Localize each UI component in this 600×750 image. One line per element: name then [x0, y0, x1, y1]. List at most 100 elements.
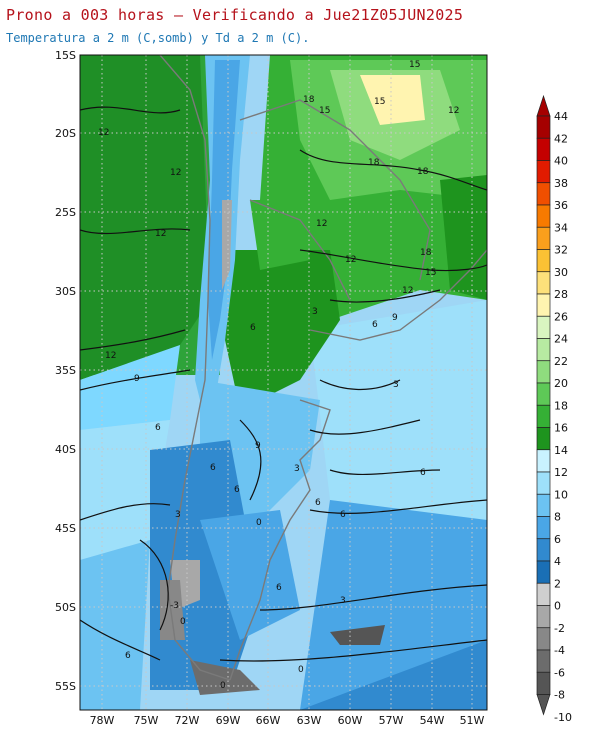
lat-label: 50S [55, 601, 76, 614]
lat-label: 35S [55, 364, 76, 377]
colorbar-swatch [536, 471, 551, 495]
lat-label: 40S [55, 443, 76, 456]
colorbar-label: 24 [554, 333, 568, 346]
colorbar-label: 34 [554, 221, 568, 234]
colorbar-label: 4 [554, 555, 561, 568]
colorbar-label: 16 [554, 422, 568, 435]
lon-label: 72W [175, 714, 200, 727]
colorbar-label: 28 [554, 288, 568, 301]
contour-label: 9 [392, 313, 398, 323]
contour-label: 12 [448, 106, 459, 116]
colorbar-swatch [536, 449, 551, 473]
colorbar-label: 26 [554, 310, 568, 323]
contour-label: 6 [234, 485, 240, 495]
contour-label: 3 [393, 380, 399, 390]
contour-label: 3 [175, 510, 181, 520]
contour-label: 3 [294, 464, 300, 474]
colorbar-label: 40 [554, 155, 568, 168]
contour-label: 6 [420, 468, 426, 478]
colorbar-swatch [536, 404, 551, 428]
lon-label: 51W [460, 714, 485, 727]
contour-label: 3 [312, 307, 318, 317]
colorbar-label: 6 [554, 533, 561, 546]
colorbar-swatch [536, 605, 551, 629]
colorbar-label: 30 [554, 266, 568, 279]
contour-label: 15 [374, 97, 385, 107]
colorbar-swatch [536, 560, 551, 584]
contour-label: 12 [105, 351, 116, 361]
lat-label: 30S [55, 285, 76, 298]
colorbar-label: 2 [554, 577, 561, 590]
colorbar-label: 14 [554, 444, 568, 457]
colorbar-swatch [536, 582, 551, 606]
lat-label: 45S [55, 522, 76, 535]
lat-label: 25S [55, 206, 76, 219]
contour-label: 0 [298, 665, 304, 675]
grid-lines [80, 55, 487, 710]
colorbar-swatch [536, 249, 551, 273]
longitude-axis: 78W 75W 72W 69W 66W 63W 60W 57W 54W 51W [90, 714, 485, 727]
colorbar-label: 12 [554, 466, 568, 479]
contour-label: -3 [170, 601, 179, 611]
colorbar-label: 20 [554, 377, 568, 390]
colorbar-swatch [536, 226, 551, 250]
colorbar-label: -2 [554, 622, 565, 635]
colorbar-swatch [536, 204, 551, 228]
lon-label: 75W [134, 714, 159, 727]
colorbar-swatch [536, 271, 551, 295]
latitude-axis: 15S 20S 25S 30S 35S 40S 45S 50S 55S [55, 49, 76, 693]
contour-label: 15 [409, 60, 420, 70]
colorbar-swatch [536, 293, 551, 317]
colorbar-swatch [536, 115, 551, 139]
lat-label: 55S [55, 680, 76, 693]
colorbar-swatch [536, 427, 551, 451]
colorbar-swatch [536, 160, 551, 184]
colorbar-label: 0 [554, 600, 561, 613]
contour-label: 3 [340, 596, 346, 606]
contour-label: 12 [402, 286, 413, 296]
lon-label: 57W [379, 714, 404, 727]
contour-label: 6 [276, 583, 282, 593]
colorbar-swatch [536, 382, 551, 406]
colorbar-label: -6 [554, 666, 565, 679]
colorbar-swatch [536, 493, 551, 517]
contour-label: 12 [345, 255, 356, 265]
colorbar-swatch [536, 671, 551, 695]
colorbar-swatch [536, 338, 551, 362]
colorbar-swatch [536, 182, 551, 206]
colorbar-bottom-arrow [536, 694, 551, 716]
contour-lines [80, 106, 487, 662]
contour-label: 12 [170, 168, 181, 178]
colorbar: 4442403836343230282624222018161412108642… [536, 94, 572, 724]
contour-label: 18 [368, 158, 380, 168]
contour-label: 18 [303, 95, 315, 105]
contour-label: 18 [417, 167, 429, 177]
contour-label: 6 [372, 320, 378, 330]
colorbar-swatch [536, 360, 551, 384]
lon-label: 60W [338, 714, 363, 727]
map-title: Prono a 003 horas — Verificando a Jue21Z… [6, 6, 464, 24]
colorbar-swatch [536, 649, 551, 673]
colorbar-swatch [536, 538, 551, 562]
contour-label: 12 [155, 229, 166, 239]
contour-label: 15 [425, 268, 436, 278]
lon-label: 66W [256, 714, 281, 727]
coastlines [159, 55, 487, 681]
colorbar-top-arrow [536, 94, 551, 117]
map-subtitle: Temperatura a 2 m (C,somb) y Td a 2 m (C… [6, 31, 310, 45]
lon-label: 63W [297, 714, 322, 727]
contour-value-labels: 15 15 12 12 12 12 18 18 15 18 18 12 12 1… [98, 60, 459, 691]
contour-label: 0 [180, 617, 186, 627]
colorbar-label: -4 [554, 644, 565, 657]
colorbar-label: -10 [554, 711, 572, 724]
contour-label: 15 [319, 106, 330, 116]
lon-label: 69W [216, 714, 241, 727]
colorbar-label: 44 [554, 110, 568, 123]
lat-label: 20S [55, 127, 76, 140]
lat-label: 15S [55, 49, 76, 62]
map-field [80, 55, 487, 710]
colorbar-swatch [536, 137, 551, 161]
map-frame [79, 54, 488, 711]
contour-label: 18 [420, 248, 432, 258]
contour-label: 9 [255, 441, 261, 451]
